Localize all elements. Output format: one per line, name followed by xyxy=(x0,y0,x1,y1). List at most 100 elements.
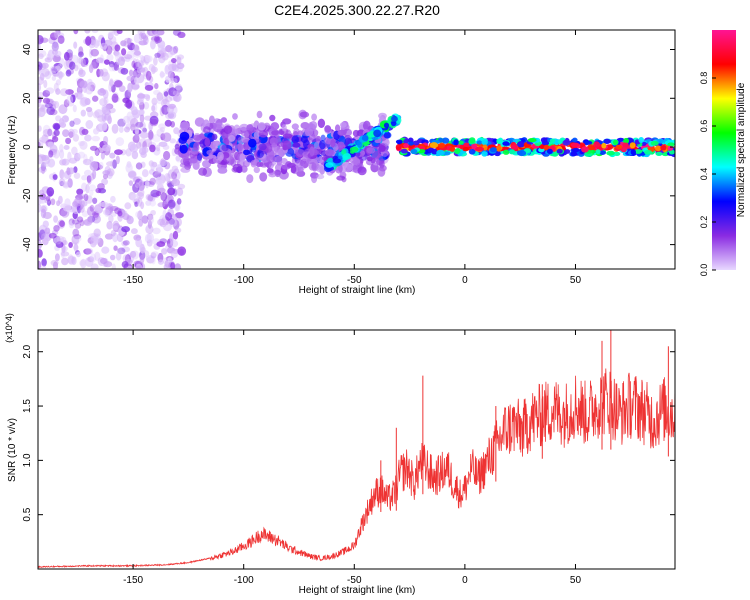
heatmap-cell xyxy=(357,166,367,176)
heatmap-cell xyxy=(124,102,132,108)
heatmap-cell xyxy=(153,30,161,37)
heatmap-cell xyxy=(71,239,80,245)
heatmap-cell xyxy=(92,197,98,204)
heatmap-cell xyxy=(167,199,176,209)
heatmap-cell xyxy=(563,139,570,144)
heatmap-cell xyxy=(361,135,369,141)
heatmap-cell xyxy=(601,142,607,149)
heatmap-cell xyxy=(342,153,352,160)
heatmap-cell xyxy=(337,141,345,149)
heatmap-cell xyxy=(133,50,141,56)
heatmap-cell xyxy=(379,158,385,169)
heatmap-cell xyxy=(87,256,95,263)
colorbar-tick-label: 0.0 xyxy=(699,264,709,277)
heatmap-cell xyxy=(243,142,250,151)
heatmap-cell xyxy=(198,167,208,176)
heatmap-cell xyxy=(139,254,145,264)
heatmap-cell xyxy=(112,232,119,243)
heatmap-cell xyxy=(136,191,145,200)
heatmap-cell xyxy=(97,237,104,248)
heatmap-cell xyxy=(130,228,138,235)
heatmap-cell xyxy=(330,139,336,148)
heatmap-cell xyxy=(106,168,115,177)
heatmap-cell xyxy=(47,70,57,76)
heatmap-cell xyxy=(155,179,164,187)
heatmap-cell xyxy=(146,30,151,37)
heatmap-cell xyxy=(38,249,43,258)
heatmap-cell xyxy=(291,123,299,130)
heatmap-cell xyxy=(180,121,190,131)
heatmap-cell xyxy=(164,161,171,170)
heatmap-cell xyxy=(131,150,139,160)
heatmap-cell xyxy=(101,71,110,82)
heatmap-cell xyxy=(122,240,130,246)
heatmap-cell xyxy=(44,227,51,235)
heatmap-cell xyxy=(170,121,176,128)
heatmap-cell xyxy=(157,218,166,226)
heatmap-cell xyxy=(72,117,81,125)
heatmap-cell xyxy=(57,63,62,70)
heatmap-cell xyxy=(111,123,119,134)
heatmap-cell xyxy=(67,52,73,61)
heatmap-cell xyxy=(167,70,174,79)
heatmap-cell xyxy=(502,149,510,155)
heatmap-cell xyxy=(91,135,101,142)
heatmap-cell xyxy=(508,149,516,155)
heatmap-cell xyxy=(98,161,104,170)
heatmap-cell xyxy=(95,57,104,64)
heatmap-cell xyxy=(147,131,155,141)
heatmap-cell xyxy=(106,103,113,110)
snr-frame xyxy=(37,329,676,570)
heatmap-cell xyxy=(217,167,228,174)
heatmap-cell xyxy=(237,143,243,152)
heatmap-cell xyxy=(45,87,55,94)
heatmap-cell xyxy=(148,129,154,140)
heatmap-cell xyxy=(55,241,64,248)
heatmap-cell xyxy=(165,212,173,221)
heatmap-cell xyxy=(91,30,99,34)
heatmap-cell xyxy=(122,115,131,124)
heatmap-cell xyxy=(408,141,414,146)
heatmap-cell xyxy=(606,150,615,156)
heatmap-cell xyxy=(208,115,215,124)
heatmap-cell xyxy=(177,183,186,190)
heatmap-cell xyxy=(169,138,177,144)
heatmap-cell xyxy=(108,60,115,68)
heatmap-cell xyxy=(69,120,75,127)
heatmap-cell xyxy=(179,248,185,256)
y-tick-label: 2.0 xyxy=(22,344,33,358)
heatmap-cell xyxy=(223,125,233,134)
heatmap-cell xyxy=(134,76,139,85)
heatmap-cell xyxy=(236,166,243,174)
heatmap-cell xyxy=(45,195,51,202)
heatmap-cell xyxy=(259,172,268,182)
heatmap-cell xyxy=(325,162,334,168)
heatmap-cell xyxy=(366,147,376,154)
heatmap-cell xyxy=(53,236,63,245)
heatmap-cell xyxy=(169,235,174,245)
heatmap-cell xyxy=(370,157,376,164)
heatmap-cell xyxy=(40,265,47,269)
heatmap-cell xyxy=(204,137,211,147)
snr-multiplier: (x10^4) xyxy=(4,313,14,343)
heatmap-cell xyxy=(59,117,65,127)
heatmap-cell xyxy=(206,149,214,156)
y-tick-label: 1.5 xyxy=(22,399,33,413)
heatmap-cell xyxy=(83,169,92,177)
heatmap-cell xyxy=(510,144,519,150)
heatmap-cell xyxy=(55,88,61,95)
heatmap-cell xyxy=(341,176,347,183)
heatmap-cell xyxy=(156,50,165,59)
heatmap-cell xyxy=(549,138,556,143)
heatmap-cell xyxy=(81,128,89,136)
heatmap-cell xyxy=(105,104,112,111)
heatmap-cell xyxy=(391,115,398,122)
heatmap-cell xyxy=(282,118,292,125)
heatmap-cell xyxy=(176,187,184,197)
heatmap-cell xyxy=(175,155,181,162)
heatmap-cell xyxy=(53,215,59,223)
heatmap-cell xyxy=(311,113,317,121)
heatmap-cell xyxy=(138,40,148,46)
colorbar-tick-label: 0.6 xyxy=(699,120,709,133)
snr-series xyxy=(38,330,675,569)
